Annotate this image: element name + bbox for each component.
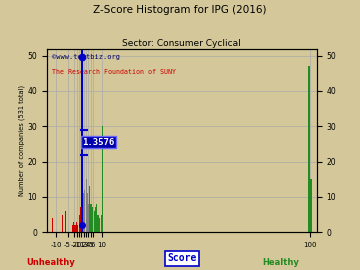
- Bar: [77, 225, 78, 232]
- Bar: [74, 225, 75, 232]
- Bar: [100, 215, 102, 232]
- Bar: [84, 190, 85, 232]
- Bar: [96, 204, 97, 232]
- Text: Z-Score Histogram for IPG (2016): Z-Score Histogram for IPG (2016): [93, 5, 267, 15]
- Bar: [90, 204, 91, 232]
- Text: Unhealthy: Unhealthy: [26, 258, 75, 267]
- Bar: [83, 193, 84, 232]
- Text: ©www.textbiz.org: ©www.textbiz.org: [52, 54, 120, 60]
- Bar: [97, 215, 98, 232]
- Bar: [65, 211, 66, 232]
- Bar: [88, 204, 89, 232]
- Bar: [62, 215, 63, 232]
- Bar: [72, 225, 73, 232]
- Text: 1.3576: 1.3576: [82, 138, 115, 147]
- Bar: [95, 207, 96, 232]
- Y-axis label: Number of companies (531 total): Number of companies (531 total): [18, 85, 24, 196]
- Text: The Research Foundation of SUNY: The Research Foundation of SUNY: [52, 69, 176, 75]
- Bar: [94, 211, 95, 232]
- Bar: [76, 222, 77, 232]
- Bar: [82, 186, 83, 232]
- Bar: [78, 215, 80, 232]
- Bar: [75, 225, 76, 232]
- Bar: [81, 204, 82, 232]
- Bar: [307, 66, 310, 232]
- Bar: [98, 215, 99, 232]
- Bar: [91, 204, 92, 232]
- Title: Sector: Consumer Cyclical: Sector: Consumer Cyclical: [122, 39, 241, 48]
- Bar: [52, 218, 53, 232]
- Bar: [99, 218, 100, 232]
- X-axis label: Score: Score: [167, 254, 197, 264]
- Text: Healthy: Healthy: [262, 258, 299, 267]
- Bar: [93, 207, 94, 232]
- Bar: [89, 186, 90, 232]
- Bar: [102, 126, 103, 232]
- Bar: [87, 193, 88, 232]
- Bar: [73, 222, 74, 232]
- Bar: [80, 207, 81, 232]
- Bar: [310, 179, 312, 232]
